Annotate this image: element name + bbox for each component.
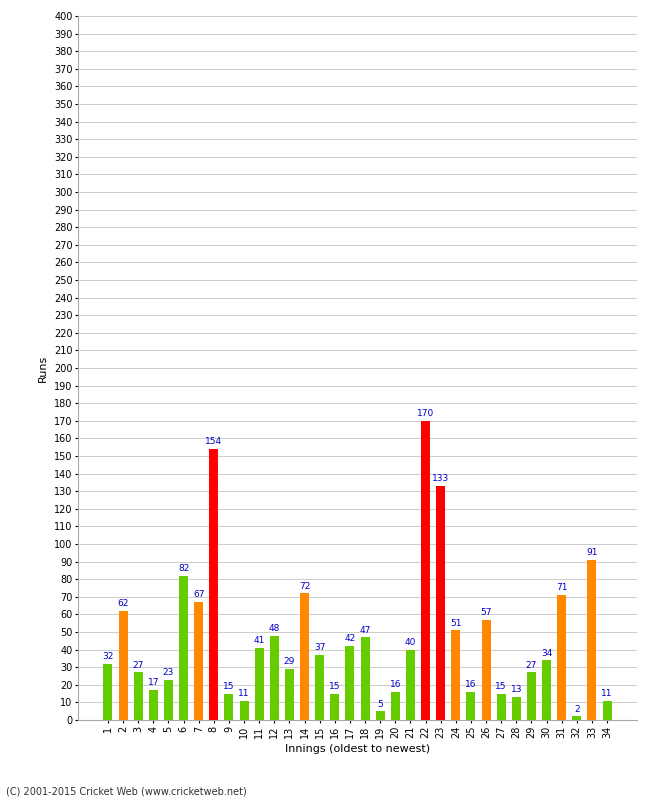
Bar [436,486,445,720]
Bar [224,694,233,720]
Text: 57: 57 [480,608,492,617]
Bar [270,635,279,720]
Text: 40: 40 [405,638,416,647]
Bar [255,648,264,720]
Text: 23: 23 [162,668,174,677]
Bar [497,694,506,720]
Text: 67: 67 [193,590,205,599]
Bar [603,701,612,720]
Bar [421,421,430,720]
Bar [164,679,173,720]
Text: 72: 72 [299,582,310,590]
Text: 11: 11 [239,689,250,698]
Text: 16: 16 [465,680,476,690]
Text: 15: 15 [329,682,341,691]
Bar [406,650,415,720]
Bar [118,611,127,720]
Bar [285,669,294,720]
Text: 71: 71 [556,583,567,592]
Bar [512,697,521,720]
Bar [300,594,309,720]
Text: 133: 133 [432,474,449,483]
Y-axis label: Runs: Runs [38,354,48,382]
Bar [103,664,112,720]
Bar [315,655,324,720]
Text: 170: 170 [417,409,434,418]
Bar [149,690,158,720]
Text: 5: 5 [377,699,383,709]
Bar [557,595,566,720]
Text: 11: 11 [601,689,613,698]
Bar [361,638,370,720]
Text: 13: 13 [510,686,522,694]
Bar [572,717,581,720]
Text: 27: 27 [133,661,144,670]
Bar [391,692,400,720]
Bar [194,602,203,720]
Text: 34: 34 [541,649,552,658]
Text: 51: 51 [450,618,461,627]
Text: (C) 2001-2015 Cricket Web (www.cricketweb.net): (C) 2001-2015 Cricket Web (www.cricketwe… [6,786,247,796]
Text: 29: 29 [284,658,295,666]
Text: 154: 154 [205,438,222,446]
Text: 32: 32 [102,652,114,661]
Text: 91: 91 [586,548,598,557]
Bar [467,692,475,720]
Text: 48: 48 [268,624,280,633]
Text: 2: 2 [574,705,580,714]
X-axis label: Innings (oldest to newest): Innings (oldest to newest) [285,744,430,754]
Bar [134,673,143,720]
Text: 42: 42 [344,634,356,643]
Text: 37: 37 [314,643,326,652]
Text: 27: 27 [526,661,537,670]
Text: 47: 47 [359,626,370,634]
Bar [345,646,354,720]
Bar [376,711,385,720]
Bar [542,660,551,720]
Bar [451,630,460,720]
Text: 16: 16 [389,680,401,690]
Text: 17: 17 [148,678,159,687]
Bar [240,701,248,720]
Text: 41: 41 [254,636,265,645]
Bar [527,673,536,720]
Text: 15: 15 [495,682,507,691]
Bar [330,694,339,720]
Bar [179,576,188,720]
Text: 15: 15 [223,682,235,691]
Bar [588,560,597,720]
Bar [209,449,218,720]
Text: 82: 82 [178,564,189,573]
Bar [482,620,491,720]
Text: 62: 62 [118,599,129,608]
